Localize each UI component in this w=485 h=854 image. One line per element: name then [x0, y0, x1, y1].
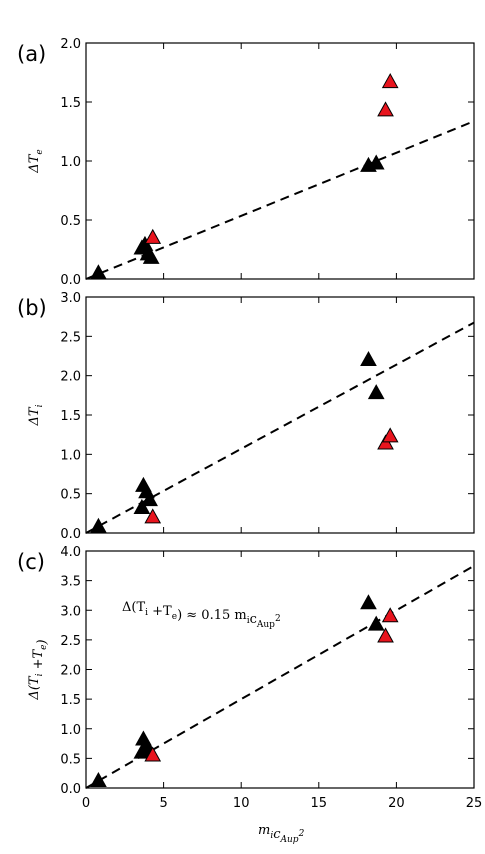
- fit-line: [85, 120, 475, 280]
- panel-c: (c) 0.0 0.5 1.0 1.5 2.0 2.5 3.0 3.5 4.0 0 5 10 15 20 25…: [17, 545, 482, 845]
- x-tick-label: 20: [388, 796, 405, 811]
- panel-label: (a): [17, 42, 46, 66]
- x-axis-label: micAup2: [258, 823, 305, 845]
- red-triangle-point: [377, 101, 394, 117]
- fit-annotation-part: e: [172, 612, 177, 622]
- x-axis-label-part: m: [258, 823, 270, 838]
- black-triangle-point: [367, 154, 385, 170]
- fit-annotation-part: +T: [148, 604, 172, 619]
- red-triangle-point: [144, 746, 162, 762]
- y-tick-label: 3.0: [60, 291, 81, 306]
- black-triangle-point: [133, 498, 151, 514]
- y-axis-label-part: ): [35, 639, 50, 645]
- y-tick-label: 1.0: [60, 723, 81, 738]
- x-axis-label-part: i: [270, 831, 273, 841]
- x-tick-label: 15: [311, 796, 328, 811]
- black-triangle-point: [367, 384, 385, 400]
- fit-annotation: Δ(Ti +Te) ≈ 0.15 micAup2: [122, 600, 281, 630]
- y-tick-label: 1.5: [60, 96, 81, 111]
- y-axis-label-group: ΔTi: [27, 404, 45, 426]
- y-axis-label-part: +T: [31, 649, 46, 674]
- y-axis-label-group: ΔTe: [27, 149, 45, 173]
- y-tick-label: 1.0: [60, 155, 81, 170]
- y-axis-label-part: e: [35, 149, 45, 154]
- y-tick-label: 1.5: [60, 409, 81, 424]
- y-tick-label: 0.5: [60, 214, 81, 229]
- x-axis-label-part: Aup: [280, 835, 299, 845]
- panel-a: (a) 0.0 0.5 1.0 1.5 2.0 ΔTe: [17, 37, 475, 288]
- plot-frame: [85, 296, 475, 534]
- black-triangle-point: [141, 491, 158, 507]
- panel-b: (b) 0.0 0.5 1.0 1.5 2.0 2.5 3.0 ΔTi: [17, 291, 475, 542]
- x-tick-label: 5: [159, 796, 167, 811]
- black-triangle-point: [90, 771, 107, 788]
- x-axis-label-part: c: [273, 827, 281, 842]
- fit-annotation-part: Δ(T: [122, 600, 145, 615]
- black-triangle-point: [360, 351, 377, 367]
- y-tick-label: 4.0: [60, 545, 81, 560]
- y-tick-label: 3.0: [60, 604, 81, 619]
- fit-annotation-part: 2: [275, 614, 281, 624]
- y-axis-label-part: i: [35, 404, 45, 407]
- red-triangle-point: [381, 427, 399, 443]
- y-axis-label-part: e: [39, 645, 49, 650]
- y-axis-label-group: Δ(Ti +Te): [27, 639, 50, 700]
- plot-frame: [85, 550, 475, 789]
- x-tick-label: 0: [82, 796, 90, 811]
- red-triangle-point: [377, 627, 394, 643]
- red-triangle-point: [381, 73, 399, 89]
- black-triangle-point: [142, 248, 160, 264]
- panel-label: (c): [17, 550, 45, 574]
- fit-annotation-part: ) ≈ 0.15 m: [177, 608, 247, 623]
- red-triangle-point: [381, 607, 399, 623]
- y-tick-label: 1.0: [60, 448, 81, 463]
- black-triangle-point: [90, 517, 107, 533]
- x-tick-label: 10: [233, 796, 250, 811]
- y-tick-label: 0.5: [60, 752, 81, 767]
- fit-annotation-part: i: [145, 608, 148, 618]
- fit-annotation-part: c: [250, 612, 257, 627]
- x-axis-label-part: 2: [298, 829, 305, 839]
- series-0: [90, 351, 385, 533]
- series-1: [144, 73, 399, 244]
- y-tick-label: 2.5: [60, 634, 81, 649]
- y-tick-label: 2.0: [60, 664, 81, 679]
- series-0: [90, 594, 385, 788]
- series-0: [90, 154, 385, 280]
- series-1: [144, 607, 399, 762]
- red-triangle-point: [144, 228, 162, 244]
- fit-line: [85, 321, 475, 534]
- y-tick-label: 0.0: [60, 782, 81, 797]
- y-axis-label: ΔTe: [27, 149, 45, 173]
- y-tick-label: 0.0: [60, 273, 81, 288]
- y-axis-label-part: Δ(T: [27, 675, 42, 700]
- y-axis-label-part: ΔT: [27, 153, 42, 173]
- series-1: [144, 427, 399, 524]
- panel-label: (b): [17, 296, 47, 320]
- y-axis-label: Δ(Ti +Te): [27, 639, 50, 700]
- plot-frame: [85, 42, 475, 280]
- y-tick-label: 2.0: [60, 370, 81, 385]
- y-axis-label-part: ΔT: [27, 406, 42, 426]
- fit-annotation-part: Aup: [256, 620, 275, 630]
- y-axis-label: ΔTi: [27, 404, 45, 426]
- y-tick-label: 1.5: [60, 693, 81, 708]
- y-tick-label: 2.0: [60, 37, 81, 52]
- y-axis-label-part: i: [35, 673, 45, 676]
- fit-annotation-part: i: [247, 616, 250, 626]
- y-tick-label: 3.5: [60, 575, 81, 590]
- y-tick-label: 0.5: [60, 488, 81, 503]
- black-triangle-point: [360, 594, 377, 610]
- x-tick-label: 25: [466, 796, 483, 811]
- red-triangle-point: [144, 508, 162, 524]
- y-tick-label: 2.5: [60, 330, 81, 345]
- black-triangle-point: [367, 615, 385, 631]
- y-tick-label: 0.0: [60, 527, 81, 542]
